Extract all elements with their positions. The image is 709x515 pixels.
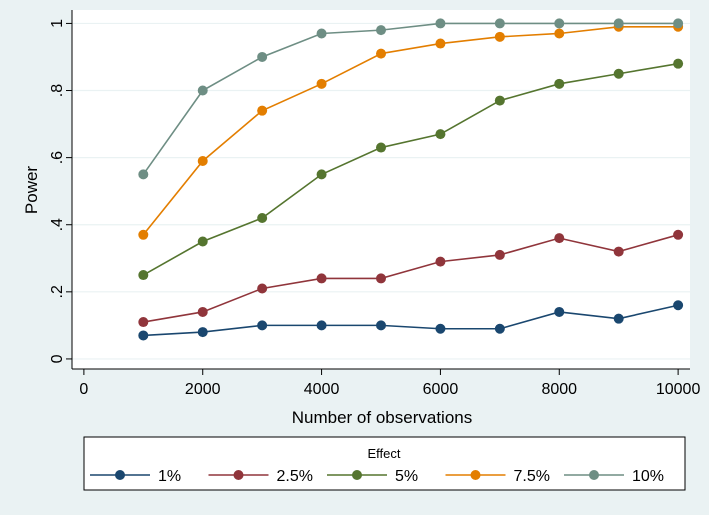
legend-item: 2.5%: [208, 468, 313, 485]
x-tick-label: 6000: [423, 381, 459, 398]
data-point: [316, 320, 327, 331]
data-point: [494, 95, 505, 106]
series-line: [142, 22, 679, 175]
data-point: [554, 28, 565, 39]
data-point: [138, 330, 149, 341]
data-point: [316, 78, 327, 89]
data-point: [613, 68, 624, 79]
data-point: [257, 320, 268, 331]
data-point: [554, 78, 565, 89]
data-point: [376, 25, 386, 36]
data-point: [435, 38, 446, 49]
data-point: [494, 323, 505, 334]
legend-marker: [589, 470, 599, 480]
data-point: [376, 273, 386, 284]
data-point: [316, 169, 327, 180]
data-point: [673, 229, 684, 240]
data-point: [435, 256, 446, 267]
data-point: [494, 18, 505, 29]
series-line: [143, 304, 679, 337]
legend-item: 5%: [327, 468, 418, 485]
legend-marker: [470, 470, 481, 480]
y-tick-label: .8: [49, 84, 66, 97]
legend-title: Effect: [367, 446, 400, 461]
legend-label: 1%: [158, 468, 181, 485]
legend-label: 2.5%: [277, 468, 313, 485]
data-point: [613, 313, 624, 324]
data-point: [376, 320, 386, 331]
y-axis-title: Power: [22, 166, 41, 215]
x-tick-label: 0: [79, 381, 88, 398]
x-tick-label: 8000: [541, 381, 577, 398]
data-point: [673, 58, 684, 69]
data-point: [257, 51, 268, 62]
data-point: [673, 300, 684, 311]
data-point: [138, 169, 149, 180]
data-point: [376, 142, 386, 153]
data-point: [435, 323, 446, 334]
x-ticks: 0 2000 4000 6000 8000 10000: [79, 369, 700, 398]
data-point: [613, 18, 624, 29]
data-point: [316, 273, 327, 284]
data-point: [376, 48, 386, 59]
data-point: [613, 246, 624, 257]
series-line: [142, 62, 679, 276]
legend-item: 7.5%: [445, 468, 550, 485]
series-layer: [138, 18, 684, 341]
series-2-5-: [138, 229, 684, 328]
series-line: [143, 234, 679, 323]
data-point: [673, 18, 684, 29]
x-tick-label: 4000: [304, 381, 340, 398]
data-point: [138, 270, 149, 281]
data-point: [138, 317, 149, 328]
data-point: [197, 327, 208, 338]
series-10-: [138, 18, 684, 180]
legend-box: [83, 436, 686, 491]
data-point: [494, 31, 505, 42]
data-point: [554, 306, 565, 317]
data-point: [197, 85, 208, 96]
legend-item: 10%: [564, 468, 664, 485]
data-point: [197, 155, 208, 166]
x-tick-label: 10000: [656, 381, 701, 398]
y-ticks: 0 .2 .4 .6 .8 1: [49, 19, 72, 363]
series-line: [142, 25, 679, 236]
series-1-: [138, 300, 684, 341]
legend-label: 7.5%: [514, 468, 550, 485]
y-tick-label: .2: [49, 285, 66, 298]
legend-items: 1% 2.5% 5% 7.5% 10%: [90, 468, 664, 485]
data-point: [316, 28, 327, 39]
y-tick-label: 1: [49, 19, 66, 28]
y-tick-label: .6: [49, 151, 66, 164]
legend-marker: [115, 470, 125, 480]
axes: [71, 10, 690, 370]
data-point: [257, 105, 268, 116]
x-tick-label: 2000: [185, 381, 221, 398]
y-tick-label: .4: [49, 218, 66, 231]
legend-marker: [352, 470, 362, 480]
data-point: [257, 283, 268, 294]
y-tick-label: 0: [49, 354, 66, 363]
data-point: [554, 18, 565, 29]
legend: Effect 1% 2.5% 5% 7.5% 10%: [83, 436, 686, 491]
data-point: [554, 233, 565, 244]
data-point: [257, 213, 268, 224]
data-point: [197, 306, 208, 317]
data-point: [435, 18, 446, 29]
legend-label: 10%: [632, 468, 664, 485]
legend-item: 1%: [90, 468, 181, 485]
legend-label: 5%: [395, 468, 418, 485]
series-5-: [138, 58, 684, 281]
data-point: [494, 249, 505, 260]
legend-marker: [233, 470, 244, 480]
data-point: [197, 236, 208, 247]
grid: [72, 22, 690, 360]
data-point: [138, 229, 149, 240]
data-point: [435, 129, 446, 140]
plot-background: [72, 10, 690, 369]
x-axis-title: Number of observations: [292, 408, 472, 427]
